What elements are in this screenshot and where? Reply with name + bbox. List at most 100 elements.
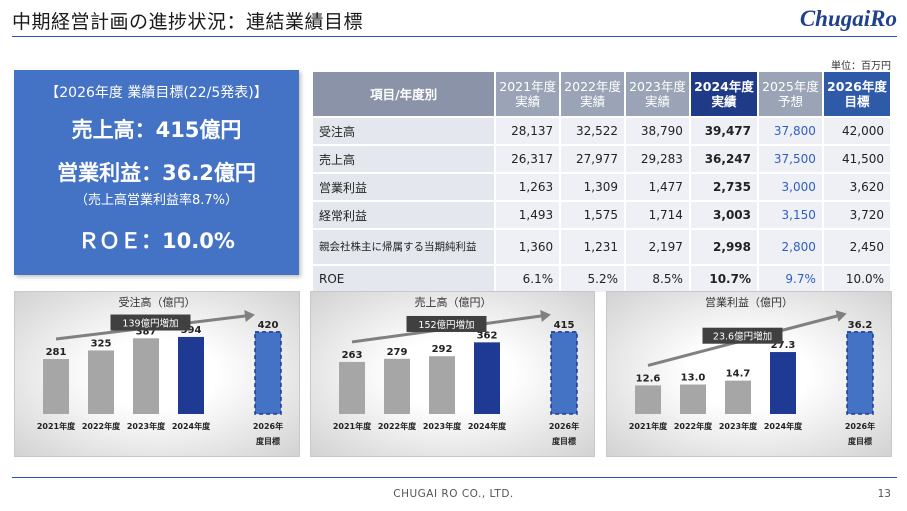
- col-header-year: 2023年度: [629, 79, 686, 94]
- table-row: 親会社株主に帰属する当期純利益 1,360 1,231 2,197 2,998 …: [313, 230, 890, 264]
- bar-value-label: 14.7: [726, 369, 751, 380]
- header-divider: [12, 36, 897, 37]
- table-cell: 36,247: [690, 146, 757, 172]
- table-cell: 37,500: [759, 146, 822, 172]
- col-header-2022: 2022年度 実績: [561, 72, 625, 116]
- table-cell: 27,977: [561, 146, 625, 172]
- table-cell: 1,477: [626, 174, 689, 200]
- x-tick-label: 2023年度: [127, 421, 166, 431]
- x-tick-label: 2024年度: [172, 421, 211, 431]
- table-cell: 5.2%: [561, 266, 625, 292]
- chart-bar: [770, 352, 796, 414]
- chart-bar: [384, 358, 410, 414]
- bar-value-label: 279: [387, 347, 408, 358]
- target-heading: 【2026年度 業績目標(22/5発表)】: [45, 85, 268, 101]
- chart-bar: [88, 350, 114, 414]
- table-cell: 39,477: [690, 118, 757, 144]
- table-cell: 2,197: [626, 230, 689, 264]
- x-tick-label: 2021年度: [37, 421, 76, 431]
- col-header-year: 2024年度: [694, 79, 754, 94]
- bar-value-label: 325: [91, 338, 112, 349]
- x-tick-label: 2021年度: [629, 421, 668, 431]
- chart-bar: [133, 338, 159, 414]
- col-header-2023: 2023年度 実績: [626, 72, 689, 116]
- x-tick-label: 度目標: [552, 436, 576, 446]
- footer-divider: [12, 477, 897, 478]
- x-tick-label: 2022年度: [378, 421, 417, 431]
- table-cell: 6.1%: [496, 266, 560, 292]
- table-corner-header: 項目/年度別: [313, 72, 495, 116]
- company-logo: ChugaiRo: [799, 6, 897, 31]
- growth-arrowhead: [540, 310, 551, 322]
- growth-label: 152億円増加: [418, 319, 474, 331]
- col-header-year: 2026年度: [827, 79, 887, 94]
- page-title: 中期経営計画の進捗状況：連結業績目標: [12, 11, 364, 33]
- table-cell: 1,263: [496, 174, 560, 200]
- table-cell: 32,522: [561, 118, 625, 144]
- row-label: 売上高: [313, 146, 495, 172]
- table-cell: 41,500: [823, 146, 890, 172]
- row-label: 受注高: [313, 118, 495, 144]
- x-tick-label: 2022年度: [674, 421, 713, 431]
- chart-bar: [429, 356, 455, 414]
- table-cell: 3,620: [823, 174, 890, 200]
- table-cell: 38,790: [626, 118, 689, 144]
- growth-label-box: [702, 327, 783, 344]
- chart-bar: [846, 331, 874, 415]
- table-cell: 1,575: [561, 202, 625, 228]
- table-row: ROE 6.1% 5.2% 8.5% 10.7% 9.7% 10.0%: [313, 266, 890, 292]
- table-row: 売上高 26,317 27,977 29,283 36,247 37,500 4…: [313, 146, 890, 172]
- x-tick-label: 2023年度: [423, 421, 462, 431]
- table-row: 経常利益 1,493 1,575 1,714 3,003 3,150 3,720: [313, 202, 890, 228]
- growth-arrowhead: [244, 310, 255, 322]
- col-header-2021: 2021年度 実績: [496, 72, 560, 116]
- target-roe: ＲＯＥ：10.0%: [78, 229, 235, 253]
- table-cell: 3,003: [690, 202, 757, 228]
- x-tick-label: 2026年: [253, 421, 283, 431]
- chart-bar: [178, 336, 204, 414]
- table-cell: 1,231: [561, 230, 625, 264]
- bar-value-label: 362: [477, 330, 498, 341]
- chart-bar: [43, 359, 69, 414]
- col-header-kind: 実績: [515, 94, 541, 109]
- row-label: 親会社株主に帰属する当期純利益: [313, 230, 495, 264]
- col-header-kind: 実績: [644, 94, 670, 109]
- table-cell: 26,317: [496, 146, 560, 172]
- growth-arrowhead: [835, 310, 847, 322]
- table-row: 営業利益 1,263 1,309 1,477 2,735 3,000 3,620: [313, 174, 890, 200]
- row-label: 経常利益: [313, 202, 495, 228]
- bar-value-label: 420: [258, 320, 279, 331]
- x-tick-label: 2021年度: [333, 421, 372, 431]
- bar-value-label: 387: [136, 326, 157, 337]
- x-tick-label: 2023年度: [719, 421, 758, 431]
- chart-title: 営業利益（億円）: [705, 295, 793, 309]
- table-cell: 29,283: [626, 146, 689, 172]
- x-tick-label: 2026年: [549, 421, 579, 431]
- table-cell: 1,493: [496, 202, 560, 228]
- growth-label: 139億円増加: [122, 318, 178, 330]
- chart-bar: [635, 385, 661, 414]
- table-cell: 9.7%: [759, 266, 822, 292]
- table-row: 受注高 28,137 32,522 38,790 39,477 37,800 4…: [313, 118, 890, 144]
- operating-profit-chart-panel: 営業利益（億円） 12.6 2021年度 13.0 2022年度 14.7 2023年度 27…: [606, 291, 892, 457]
- unit-label: 単位：百万円: [831, 61, 891, 72]
- table-cell: 42,000: [823, 118, 890, 144]
- table-header-row: 項目/年度別 2021年度 実績 2022年度 実績 2023年度 実績 2024年度…: [313, 72, 890, 116]
- growth-label-box: [406, 315, 487, 332]
- bar-value-label: 36.2: [848, 320, 873, 331]
- table-cell: 2,800: [759, 230, 822, 264]
- table-cell: 2,735: [690, 174, 757, 200]
- x-tick-label: 2024年度: [468, 421, 507, 431]
- table-cell: 1,360: [496, 230, 560, 264]
- x-tick-label: 2022年度: [82, 421, 121, 431]
- col-header-2026: 2026年度 目標: [823, 72, 890, 116]
- page-number: 13: [877, 488, 891, 500]
- bar-value-label: 394: [181, 325, 202, 336]
- col-header-year: 2022年度: [564, 79, 621, 94]
- target-sales: 売上高：415億円: [71, 118, 242, 142]
- chart-bar: [725, 380, 751, 414]
- bar-value-label: 12.6: [636, 373, 661, 384]
- target-operating-profit: 営業利益：36.2億円: [57, 161, 256, 185]
- col-header-kind: 目標: [844, 94, 870, 109]
- chart-bar: [550, 331, 578, 415]
